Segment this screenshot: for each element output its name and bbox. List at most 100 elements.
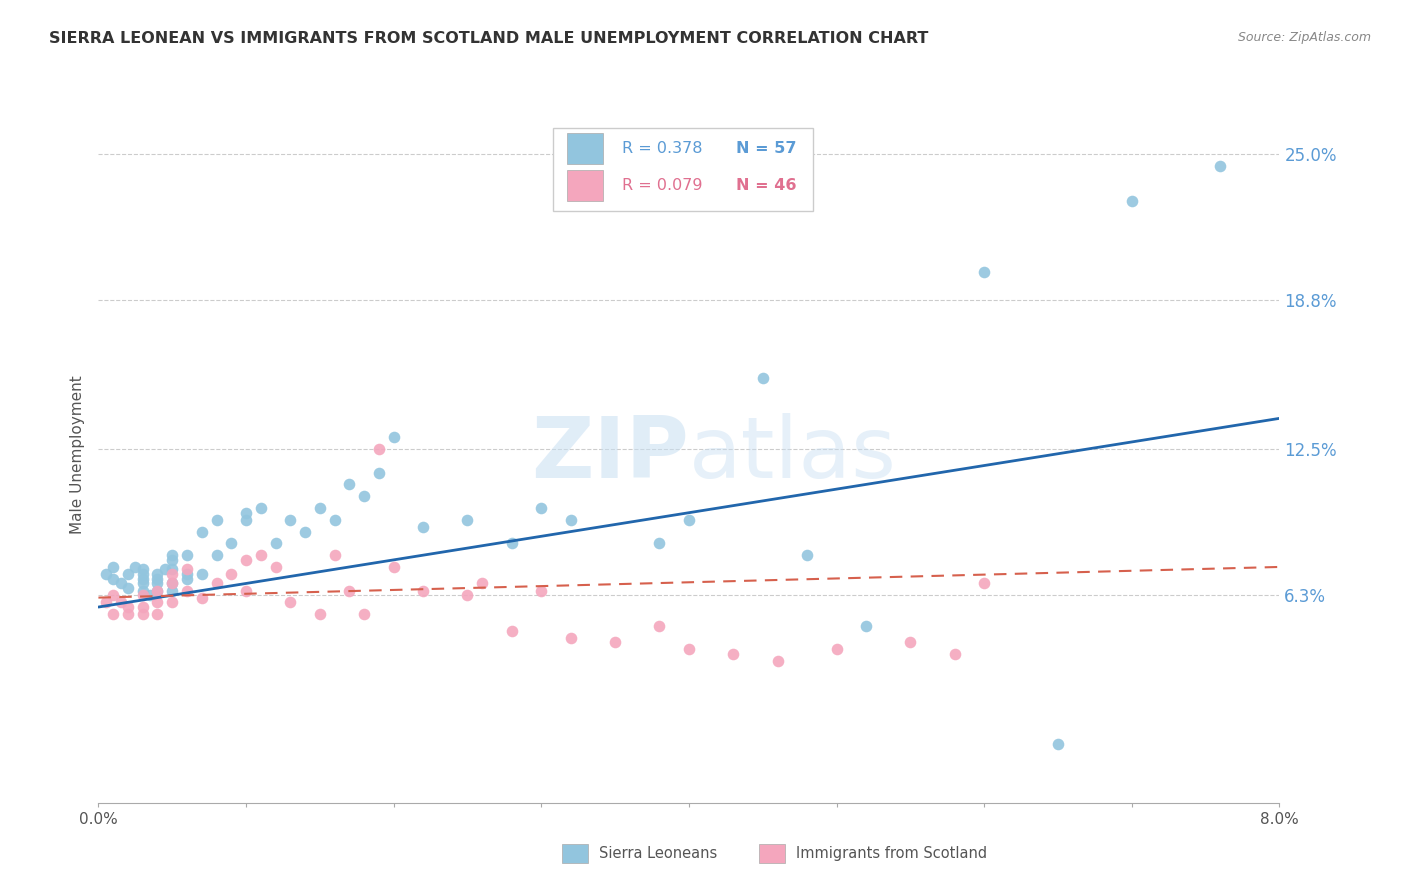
- Point: [132, 567, 155, 582]
- Point: [382, 560, 405, 574]
- Point: [678, 642, 700, 657]
- Point: [110, 576, 132, 591]
- Text: Immigrants from Scotland: Immigrants from Scotland: [796, 847, 987, 861]
- Point: [235, 513, 257, 527]
- Point: [146, 572, 169, 586]
- Point: [264, 536, 287, 550]
- Point: [146, 583, 169, 598]
- Point: [766, 654, 789, 668]
- Point: [146, 583, 169, 598]
- Point: [94, 567, 117, 582]
- Point: [308, 500, 332, 515]
- Point: [648, 619, 671, 633]
- Point: [353, 607, 375, 621]
- Point: [162, 548, 183, 562]
- Point: [132, 607, 155, 621]
- Point: [176, 567, 198, 582]
- Text: N = 46: N = 46: [737, 178, 797, 194]
- Point: [103, 588, 125, 602]
- Point: [162, 553, 183, 567]
- Point: [132, 572, 155, 586]
- Point: [162, 576, 183, 591]
- Point: [323, 513, 346, 527]
- Point: [205, 576, 228, 591]
- Point: [456, 588, 478, 602]
- Point: [139, 588, 162, 602]
- Point: [162, 576, 183, 591]
- Point: [353, 489, 375, 503]
- Point: [1209, 159, 1232, 173]
- Point: [146, 576, 169, 591]
- Point: [278, 513, 302, 527]
- Point: [471, 576, 494, 591]
- Point: [176, 562, 198, 576]
- Point: [205, 548, 228, 562]
- Point: [162, 595, 183, 609]
- Text: Sierra Leoneans: Sierra Leoneans: [599, 847, 717, 861]
- Point: [560, 631, 582, 645]
- Point: [162, 567, 183, 582]
- Point: [235, 506, 257, 520]
- Point: [678, 513, 700, 527]
- Point: [973, 576, 995, 591]
- Point: [146, 607, 169, 621]
- Point: [501, 624, 523, 638]
- Point: [250, 500, 273, 515]
- Point: [1121, 194, 1143, 209]
- Point: [367, 442, 389, 456]
- Point: [530, 583, 553, 598]
- Point: [278, 595, 302, 609]
- Point: [191, 567, 214, 582]
- Point: [117, 600, 139, 615]
- Point: [721, 647, 744, 661]
- Text: R = 0.079: R = 0.079: [621, 178, 702, 194]
- Point: [250, 548, 273, 562]
- Point: [308, 607, 332, 621]
- Point: [162, 562, 183, 576]
- Bar: [567, 133, 603, 164]
- Text: N = 57: N = 57: [737, 141, 797, 156]
- Point: [153, 562, 176, 576]
- Text: SIERRA LEONEAN VS IMMIGRANTS FROM SCOTLAND MALE UNEMPLOYMENT CORRELATION CHART: SIERRA LEONEAN VS IMMIGRANTS FROM SCOTLA…: [49, 31, 928, 46]
- Point: [382, 430, 405, 444]
- Point: [412, 583, 434, 598]
- Point: [264, 560, 287, 574]
- Point: [943, 647, 966, 661]
- Point: [337, 583, 360, 598]
- Point: [124, 560, 146, 574]
- Point: [132, 562, 155, 576]
- Point: [132, 583, 155, 598]
- Text: Source: ZipAtlas.com: Source: ZipAtlas.com: [1237, 31, 1371, 45]
- Point: [973, 265, 995, 279]
- Point: [110, 595, 132, 609]
- Point: [103, 560, 125, 574]
- Point: [132, 600, 155, 615]
- Point: [219, 536, 242, 550]
- Point: [900, 635, 922, 649]
- Point: [412, 520, 434, 534]
- Point: [146, 567, 169, 582]
- Point: [605, 635, 627, 649]
- Point: [294, 524, 316, 539]
- Point: [501, 536, 523, 550]
- Point: [560, 513, 582, 527]
- Point: [796, 548, 818, 562]
- Text: atlas: atlas: [689, 413, 897, 497]
- Y-axis label: Male Unemployment: Male Unemployment: [70, 376, 86, 534]
- Point: [176, 583, 198, 598]
- Point: [191, 524, 214, 539]
- Bar: [567, 169, 603, 201]
- Point: [176, 572, 198, 586]
- Point: [132, 576, 155, 591]
- Point: [146, 595, 169, 609]
- Point: [855, 619, 877, 633]
- Point: [825, 642, 848, 657]
- Point: [337, 477, 360, 491]
- Point: [456, 513, 478, 527]
- Point: [219, 567, 242, 582]
- Text: R = 0.378: R = 0.378: [621, 141, 702, 156]
- Point: [235, 553, 257, 567]
- Point: [323, 548, 346, 562]
- Point: [751, 371, 773, 385]
- Point: [205, 513, 228, 527]
